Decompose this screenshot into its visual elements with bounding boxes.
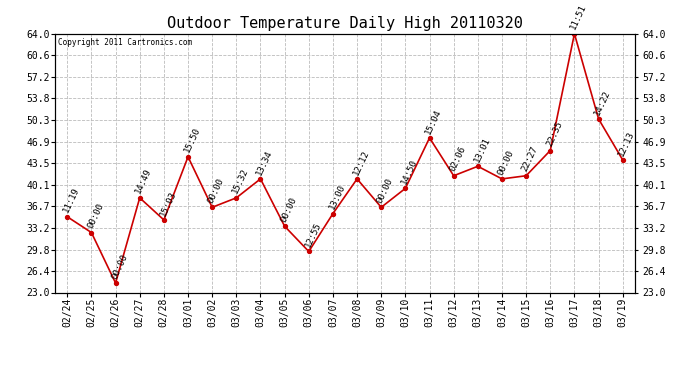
- Text: 00:00: 00:00: [206, 177, 226, 205]
- Point: [230, 195, 241, 201]
- Point: [375, 204, 386, 210]
- Point: [569, 31, 580, 37]
- Text: 11:19: 11:19: [61, 186, 81, 214]
- Point: [110, 280, 121, 286]
- Point: [279, 223, 290, 229]
- Text: 14:50: 14:50: [400, 158, 419, 186]
- Text: 11:51: 11:51: [569, 3, 588, 31]
- Text: 00:00: 00:00: [496, 148, 515, 176]
- Text: 02:06: 02:06: [448, 145, 467, 173]
- Text: 15:32: 15:32: [230, 167, 250, 195]
- Point: [62, 214, 73, 220]
- Point: [86, 230, 97, 236]
- Point: [303, 249, 314, 255]
- Text: 15:03: 15:03: [158, 189, 177, 217]
- Text: 00:00: 00:00: [86, 202, 105, 230]
- Point: [351, 176, 363, 182]
- Point: [593, 116, 604, 122]
- Text: 12:12: 12:12: [351, 148, 371, 176]
- Point: [159, 217, 170, 223]
- Text: 00:00: 00:00: [375, 177, 395, 205]
- Point: [134, 195, 145, 201]
- Text: 14:22: 14:22: [593, 88, 612, 116]
- Point: [424, 135, 435, 141]
- Title: Outdoor Temperature Daily High 20110320: Outdoor Temperature Daily High 20110320: [167, 16, 523, 31]
- Text: 00:00: 00:00: [110, 252, 129, 280]
- Text: 12:55: 12:55: [303, 221, 322, 249]
- Point: [207, 204, 218, 210]
- Point: [472, 163, 483, 169]
- Point: [182, 154, 193, 160]
- Text: 15:50: 15:50: [182, 126, 201, 154]
- Point: [497, 176, 508, 182]
- Point: [400, 185, 411, 191]
- Point: [520, 173, 531, 179]
- Text: Copyright 2011 Cartronics.com: Copyright 2011 Cartronics.com: [58, 38, 193, 46]
- Text: 22:27: 22:27: [520, 145, 540, 173]
- Text: 13:00: 13:00: [327, 183, 346, 211]
- Text: 15:04: 15:04: [424, 107, 443, 135]
- Text: 13:34: 13:34: [255, 148, 274, 176]
- Text: 13:01: 13:01: [472, 136, 491, 164]
- Point: [617, 157, 628, 163]
- Text: 22:35: 22:35: [544, 120, 564, 148]
- Text: 14:49: 14:49: [134, 167, 153, 195]
- Point: [327, 211, 338, 217]
- Point: [448, 173, 460, 179]
- Point: [545, 147, 556, 153]
- Text: 00:00: 00:00: [279, 195, 298, 224]
- Point: [255, 176, 266, 182]
- Text: 12:13: 12:13: [617, 129, 636, 158]
